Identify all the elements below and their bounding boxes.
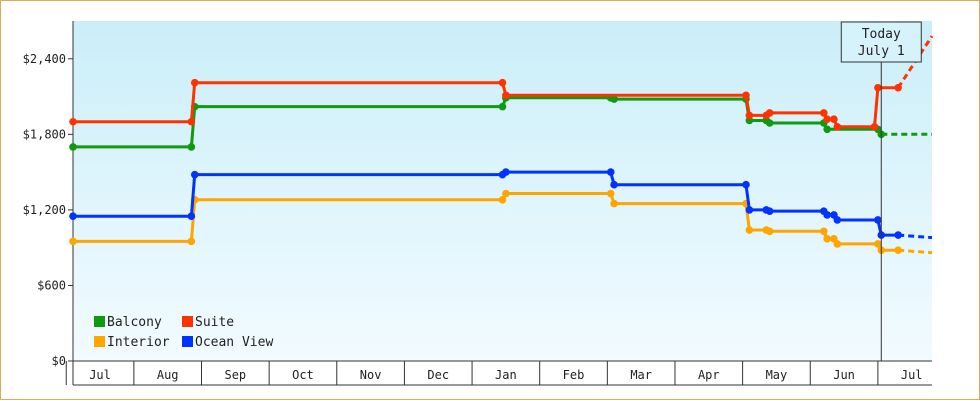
- data-point: [502, 168, 510, 176]
- data-point: [610, 180, 618, 189]
- data-point: [606, 189, 615, 198]
- data-point: [610, 95, 618, 103]
- x-month-label: Jul: [89, 368, 111, 382]
- data-point: [765, 207, 774, 215]
- data-point: [742, 91, 750, 100]
- data-point: [187, 237, 196, 246]
- data-point: [874, 240, 882, 248]
- data-point: [894, 246, 902, 254]
- data-point: [742, 180, 750, 189]
- legend-item: Suite: [182, 315, 234, 330]
- x-month-label: Mar: [630, 368, 652, 382]
- data-point: [833, 240, 842, 248]
- x-month-label: Dec: [427, 368, 449, 382]
- legend-swatch: [94, 336, 105, 347]
- data-point: [765, 119, 774, 127]
- y-tick-label: $1,200: [23, 203, 66, 217]
- y-tick-label: $2,400: [23, 52, 66, 66]
- series-projection: [898, 248, 933, 255]
- data-point: [69, 237, 77, 246]
- series-projection: [898, 233, 933, 240]
- data-point: [502, 91, 510, 100]
- plot-background: [73, 21, 932, 361]
- data-point: [870, 122, 879, 131]
- x-month-label: Feb: [563, 368, 585, 382]
- data-point: [819, 109, 828, 117]
- y-tick-label: $600: [37, 278, 66, 292]
- legend-label: Interior: [107, 335, 170, 350]
- today-label: Today: [862, 27, 901, 42]
- data-point: [745, 226, 754, 234]
- x-month-label: Aug: [157, 368, 179, 382]
- data-point: [874, 216, 882, 224]
- series-line: [73, 192, 899, 252]
- data-point: [823, 125, 831, 134]
- x-month-label: Jan: [495, 368, 517, 382]
- data-point: [187, 143, 196, 151]
- legend-item: Balcony: [94, 315, 162, 330]
- legend-swatch: [182, 336, 193, 347]
- data-point: [745, 111, 754, 120]
- today-date: July 1: [858, 44, 905, 59]
- y-tick-label: $1,800: [23, 127, 66, 141]
- legend-swatch: [182, 316, 193, 327]
- data-point: [745, 206, 754, 214]
- data-point: [187, 117, 196, 126]
- data-point: [69, 117, 77, 126]
- x-month-label: Jun: [833, 368, 855, 382]
- data-point: [894, 83, 902, 92]
- x-month-label: Nov: [360, 368, 382, 382]
- y-tick-label: $0: [52, 354, 66, 368]
- series-ocean-view: [69, 168, 933, 240]
- data-point: [819, 227, 828, 236]
- data-point: [69, 212, 77, 220]
- data-point: [823, 115, 831, 124]
- x-month-label: Oct: [292, 368, 314, 382]
- data-point: [190, 78, 199, 87]
- x-month-label: Sep: [224, 368, 246, 382]
- legend-item: Interior: [94, 335, 170, 350]
- data-point: [498, 78, 507, 87]
- series-interior: [69, 189, 933, 255]
- data-point: [498, 102, 507, 111]
- data-point: [830, 115, 838, 124]
- x-month-label: Jul: [901, 368, 923, 382]
- data-point: [833, 216, 842, 224]
- data-point: [187, 212, 196, 220]
- data-point: [498, 196, 507, 204]
- series-line: [73, 170, 899, 237]
- data-point: [823, 235, 831, 243]
- x-month-label: May: [766, 368, 788, 382]
- data-point: [190, 170, 199, 179]
- legend-item: Ocean View: [182, 335, 273, 350]
- data-point: [502, 189, 510, 198]
- data-point: [606, 168, 615, 176]
- data-point: [894, 231, 902, 239]
- data-point: [833, 122, 842, 131]
- data-point: [765, 109, 774, 117]
- data-point: [69, 143, 77, 151]
- legend-label: Ocean View: [195, 335, 273, 350]
- legend-swatch: [94, 316, 105, 327]
- data-point: [610, 199, 618, 208]
- legend-label: Suite: [195, 315, 234, 330]
- data-point: [874, 83, 882, 92]
- data-point: [765, 227, 774, 236]
- legend-label: Balcony: [107, 315, 162, 330]
- today-box: [840, 21, 922, 63]
- x-month-label: Apr: [698, 368, 720, 382]
- data-point: [823, 211, 831, 219]
